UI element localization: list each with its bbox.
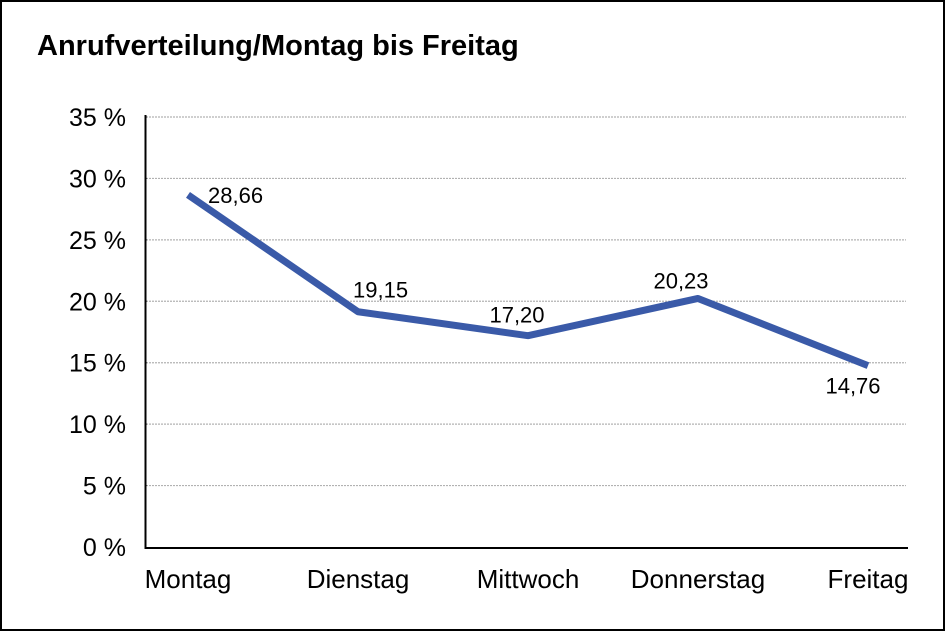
y-tick-label: 10 %: [69, 411, 126, 439]
y-tick-label: 20 %: [69, 288, 126, 316]
point-value-label: 17,20: [489, 303, 544, 328]
x-category-label: Dienstag: [307, 564, 410, 594]
y-tick-label: 25 %: [69, 227, 126, 255]
point-value-label: 20,23: [653, 268, 708, 293]
x-category-label: Freitag: [828, 564, 909, 594]
y-tick-label: 15 %: [69, 350, 126, 378]
y-tick-label: 5 %: [83, 473, 126, 501]
point-value-label: 14,76: [825, 374, 880, 399]
x-category-label: Donnerstag: [631, 564, 765, 594]
x-category-label: Mittwoch: [477, 564, 580, 594]
y-tick-label: 35 %: [69, 104, 126, 132]
y-tick-label: 0 %: [83, 534, 126, 562]
point-value-label: 19,15: [353, 278, 408, 303]
x-category-label: Montag: [145, 564, 232, 594]
y-tick-label: 30 %: [69, 165, 126, 193]
point-value-label: 28,66: [208, 183, 263, 208]
chart-title: Anrufverteilung/Montag bis Freitag: [37, 30, 519, 62]
series-line: [186, 192, 870, 369]
